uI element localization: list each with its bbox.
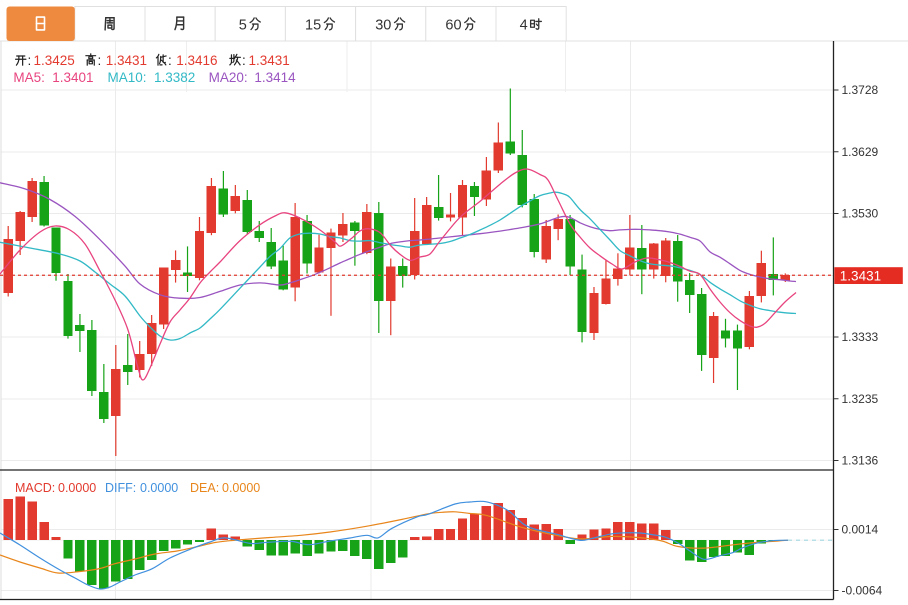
svg-text:0.0000: 0.0000 — [58, 481, 96, 495]
svg-text:1.3431: 1.3431 — [840, 269, 881, 284]
svg-text:MA20:: MA20: — [209, 70, 248, 85]
svg-text:MA5:: MA5: — [13, 70, 45, 85]
svg-text:0.0000: 0.0000 — [140, 481, 178, 495]
svg-text:1.3333: 1.3333 — [842, 330, 879, 344]
svg-text::: : — [242, 53, 246, 68]
svg-text:1.3425: 1.3425 — [34, 53, 75, 68]
svg-text:1.3416: 1.3416 — [176, 53, 217, 68]
svg-text:MACD:: MACD: — [15, 481, 55, 495]
svg-text:MA10:: MA10: — [108, 70, 147, 85]
svg-text:1.3382: 1.3382 — [154, 70, 195, 85]
svg-text:0.0014: 0.0014 — [842, 523, 879, 537]
svg-text:1.3629: 1.3629 — [842, 145, 879, 159]
svg-text::: : — [168, 53, 172, 68]
svg-text:-0.0064: -0.0064 — [842, 584, 883, 598]
svg-text::: : — [98, 53, 102, 68]
svg-text:15: 15 — [305, 18, 321, 34]
svg-text:1.3431: 1.3431 — [106, 53, 147, 68]
svg-text:1.3414: 1.3414 — [254, 70, 296, 85]
svg-text:1.3728: 1.3728 — [842, 83, 879, 97]
svg-text:1.3431: 1.3431 — [249, 53, 290, 68]
svg-text:DIFF:: DIFF: — [105, 481, 136, 495]
svg-text:5: 5 — [239, 18, 247, 34]
svg-text:1.3235: 1.3235 — [842, 392, 879, 406]
svg-text:1.3530: 1.3530 — [842, 207, 879, 221]
svg-text:1.3136: 1.3136 — [842, 454, 879, 468]
svg-text::: : — [28, 53, 32, 68]
svg-text:60: 60 — [445, 18, 461, 34]
svg-text:30: 30 — [375, 18, 391, 34]
svg-text:0.0000: 0.0000 — [222, 481, 260, 495]
svg-text:1.3401: 1.3401 — [52, 70, 93, 85]
svg-text:4: 4 — [520, 18, 528, 34]
svg-text:DEA:: DEA: — [190, 481, 219, 495]
